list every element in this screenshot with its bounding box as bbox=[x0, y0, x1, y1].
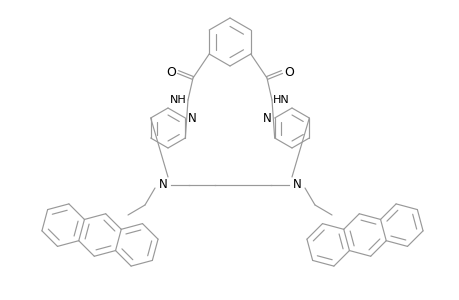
Text: N: N bbox=[188, 112, 196, 124]
Text: O: O bbox=[284, 65, 293, 79]
Text: N: N bbox=[263, 112, 271, 124]
Text: NH: NH bbox=[170, 95, 187, 105]
Text: O: O bbox=[166, 65, 175, 79]
Text: N: N bbox=[292, 178, 301, 191]
Text: HN: HN bbox=[272, 95, 289, 105]
Text: N: N bbox=[158, 178, 167, 191]
